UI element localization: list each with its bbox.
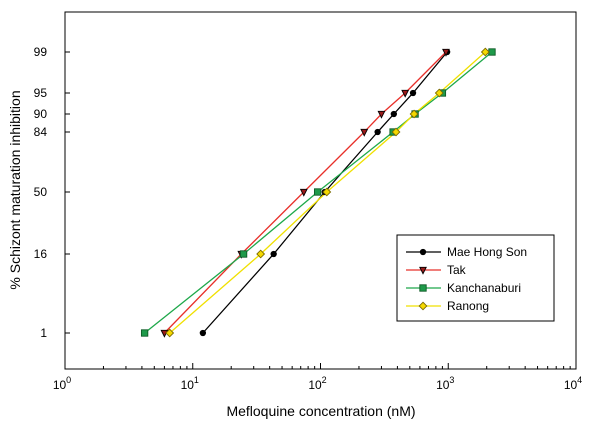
data-point (256, 249, 266, 259)
x-axis-ticks: 100 101 102 103 104 (53, 363, 582, 392)
y-tick-label: 50 (34, 185, 48, 199)
legend-marker (418, 301, 428, 311)
data-point (165, 328, 175, 338)
data-point (391, 127, 401, 137)
y-tick-label: 16 (34, 247, 48, 261)
x-tick-label: 102 (308, 375, 326, 392)
data-point (409, 89, 417, 97)
data-point (322, 187, 332, 197)
legend-label: Kanchanaburi (447, 281, 521, 295)
legend-label: Ranong (447, 299, 489, 313)
y-tick-label: 1 (40, 326, 47, 340)
x-tick-label: 104 (564, 375, 582, 392)
series-markers (140, 47, 496, 338)
legend-item: Kanchanaburi (406, 281, 521, 295)
x-tick-label-base: 10 (564, 378, 578, 392)
y-tick-label: 90 (34, 107, 48, 121)
data-point (377, 110, 386, 119)
data-point (488, 48, 496, 56)
data-point (401, 89, 410, 98)
data-point (314, 188, 322, 196)
series-markers-1 (199, 48, 451, 337)
data-point (299, 188, 308, 197)
data-point (199, 329, 207, 337)
y-tick-label: 84 (34, 125, 48, 139)
data-point (390, 110, 397, 118)
x-tick-label-base: 10 (308, 378, 322, 392)
series-markers-4 (165, 47, 490, 338)
x-tick-label-exponent: 1 (194, 375, 199, 385)
legend-marker (419, 248, 427, 256)
data-point (360, 128, 369, 137)
x-tick-label-exponent: 3 (449, 375, 454, 385)
x-tick-label-exponent: 2 (322, 375, 327, 385)
x-tick-label: 103 (436, 375, 454, 392)
data-point (480, 47, 490, 57)
x-tick-label-base: 10 (436, 378, 450, 392)
x-axis-title: Mefloquine concentration (nM) (226, 403, 415, 419)
x-tick-label-exponent: 4 (577, 375, 582, 385)
y-tick-label: 99 (34, 45, 48, 59)
data-point (239, 250, 248, 258)
legend-item: Ranong (406, 299, 489, 313)
x-tick-label-base: 10 (53, 378, 67, 392)
legend-label: Mae Hong Son (447, 245, 527, 259)
legend-item: Tak (406, 263, 467, 277)
legend-item: Mae Hong Son (406, 245, 527, 259)
data-point (270, 250, 277, 258)
y-tick-label: 95 (34, 86, 48, 100)
x-tick-label-exponent: 0 (66, 375, 71, 385)
legend-label: Tak (447, 263, 467, 277)
x-tick-label: 100 (53, 375, 71, 392)
x-tick-label: 101 (181, 375, 199, 392)
legend-marker (419, 266, 427, 275)
x-tick-label-base: 10 (181, 378, 195, 392)
y-axis-title: % Schizont maturation inhibition (7, 90, 23, 289)
data-point (442, 48, 450, 57)
legend: Mae Hong Son Tak Kanchanaburi Ranong (396, 234, 555, 322)
y-axis-ticks: 1 16 50 84 90 95 99 (34, 45, 70, 340)
data-point (374, 128, 381, 136)
data-point (140, 329, 149, 337)
legend-marker (419, 284, 427, 292)
data-point (409, 109, 419, 119)
data-point (434, 88, 444, 98)
